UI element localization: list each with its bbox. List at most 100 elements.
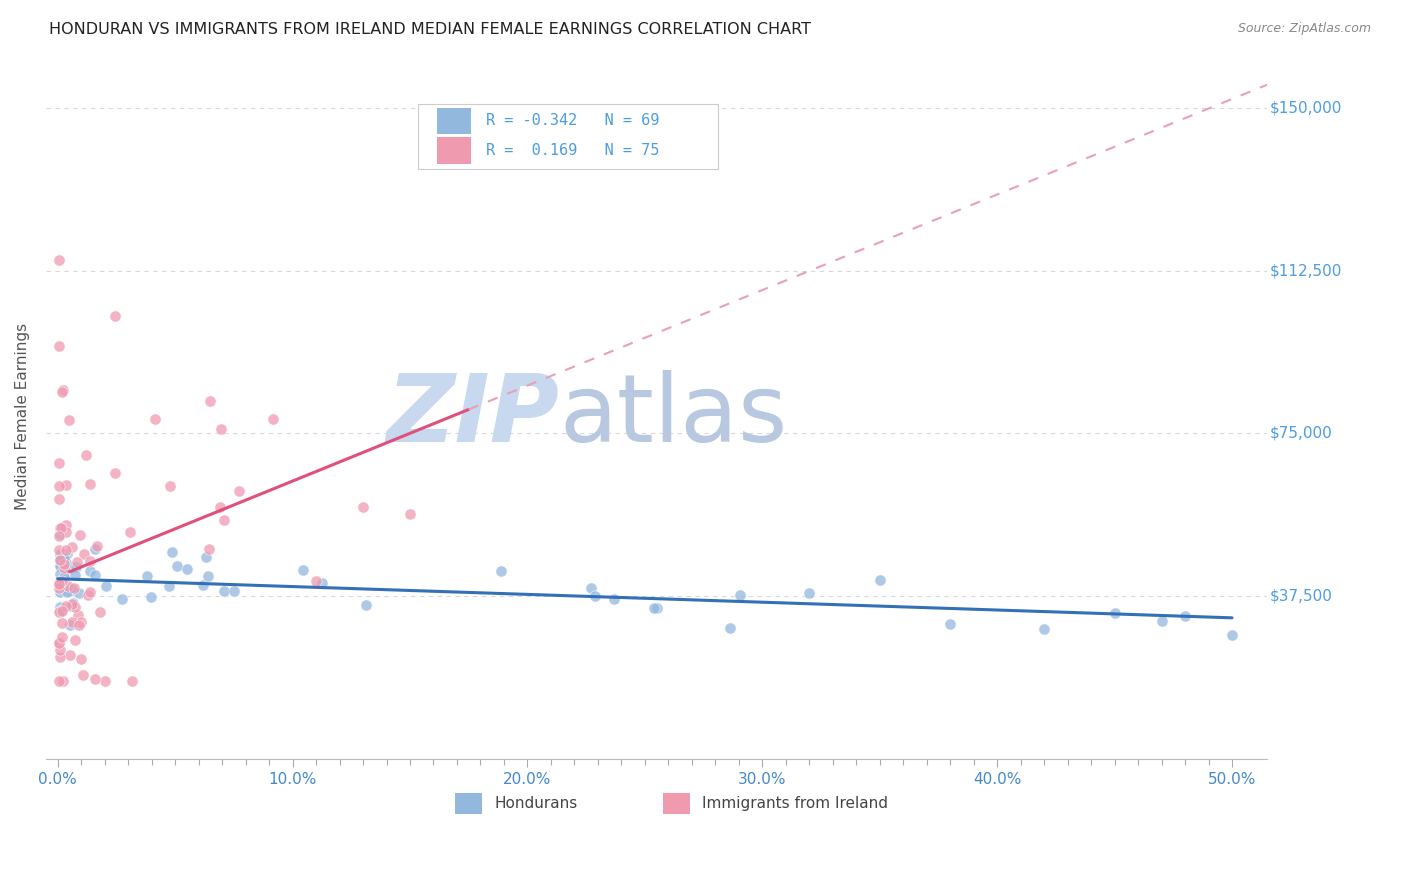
Point [60, 599, 83, 613]
Point [62, 596, 84, 610]
Point [55, 585, 77, 599]
Point [66, 555, 89, 569]
Point [79, 564, 101, 578]
Point [72, 667, 94, 681]
Point [399, 507, 422, 521]
Point [60, 541, 83, 555]
Point [55, 524, 77, 539]
Point [53, 561, 76, 575]
Point [63, 599, 86, 614]
Point [111, 592, 134, 607]
Point [51, 630, 73, 644]
Point [352, 500, 374, 515]
Point [1220, 628, 1243, 642]
Point [224, 584, 246, 599]
Point [49, 574, 72, 588]
Point [84, 541, 107, 556]
FancyBboxPatch shape [419, 103, 717, 169]
Point [55, 518, 77, 533]
Point [166, 558, 188, 573]
Text: Immigrants from Ireland: Immigrants from Ireland [702, 796, 887, 811]
Point [139, 590, 162, 604]
Point [60, 597, 83, 611]
Point [120, 524, 142, 539]
Point [48, 577, 70, 591]
Point [49, 553, 72, 567]
Point [48, 252, 70, 267]
Point [212, 513, 235, 527]
Point [55, 547, 77, 561]
Point [104, 466, 127, 480]
Point [51, 615, 73, 630]
Point [208, 500, 231, 514]
Point [212, 583, 235, 598]
Point [48, 520, 70, 534]
Point [58, 583, 80, 598]
Point [51, 384, 73, 399]
Point [198, 541, 221, 556]
Text: $112,500: $112,500 [1270, 263, 1343, 278]
FancyBboxPatch shape [456, 792, 482, 814]
Point [49, 547, 72, 561]
Point [77, 588, 100, 602]
Point [52, 561, 75, 575]
Point [583, 589, 606, 603]
Point [60, 582, 83, 596]
Point [311, 576, 333, 591]
Point [58, 413, 80, 427]
Point [143, 412, 166, 426]
Point [49, 643, 72, 657]
Point [136, 568, 159, 582]
Point [104, 309, 127, 323]
Point [60, 582, 83, 596]
Point [48, 339, 70, 353]
Point [939, 617, 962, 632]
Point [69, 527, 91, 541]
Point [63, 632, 86, 647]
Point [79, 477, 101, 491]
Point [84, 672, 107, 686]
Point [59, 648, 82, 662]
Point [292, 563, 315, 577]
Text: Hondurans: Hondurans [494, 796, 578, 811]
Point [799, 586, 821, 600]
Text: ZIP: ZIP [387, 370, 560, 462]
Point [49, 552, 72, 566]
Point [643, 600, 665, 615]
Point [49, 574, 72, 588]
Point [51, 604, 73, 618]
Text: $150,000: $150,000 [1270, 100, 1343, 115]
Point [581, 582, 603, 596]
Point [49, 600, 72, 615]
Point [1174, 608, 1197, 623]
Point [49, 649, 72, 664]
Point [1150, 614, 1173, 628]
Point [53, 554, 76, 568]
Point [49, 553, 72, 567]
Point [86, 539, 108, 553]
Point [89, 606, 111, 620]
Point [55, 599, 77, 613]
Text: HONDURAN VS IMMIGRANTS FROM IRELAND MEDIAN FEMALE EARNINGS CORRELATION CHART: HONDURAN VS IMMIGRANTS FROM IRELAND MEDI… [49, 22, 811, 37]
Point [159, 479, 181, 493]
Point [718, 621, 741, 635]
Point [647, 601, 669, 615]
Point [59, 561, 82, 575]
Point [52, 673, 75, 688]
Point [48, 673, 70, 688]
Point [48, 635, 70, 649]
Point [728, 587, 751, 601]
FancyBboxPatch shape [437, 108, 471, 134]
Point [73, 548, 96, 562]
Point [53, 549, 76, 564]
Text: $75,000: $75,000 [1270, 425, 1333, 441]
Point [195, 549, 218, 564]
Point [121, 673, 143, 688]
Point [49, 553, 72, 567]
Point [69, 652, 91, 666]
FancyBboxPatch shape [437, 137, 471, 163]
Y-axis label: Median Female Earnings: Median Female Earnings [15, 322, 30, 509]
Point [94, 579, 117, 593]
Point [65, 560, 87, 574]
Point [160, 545, 183, 559]
